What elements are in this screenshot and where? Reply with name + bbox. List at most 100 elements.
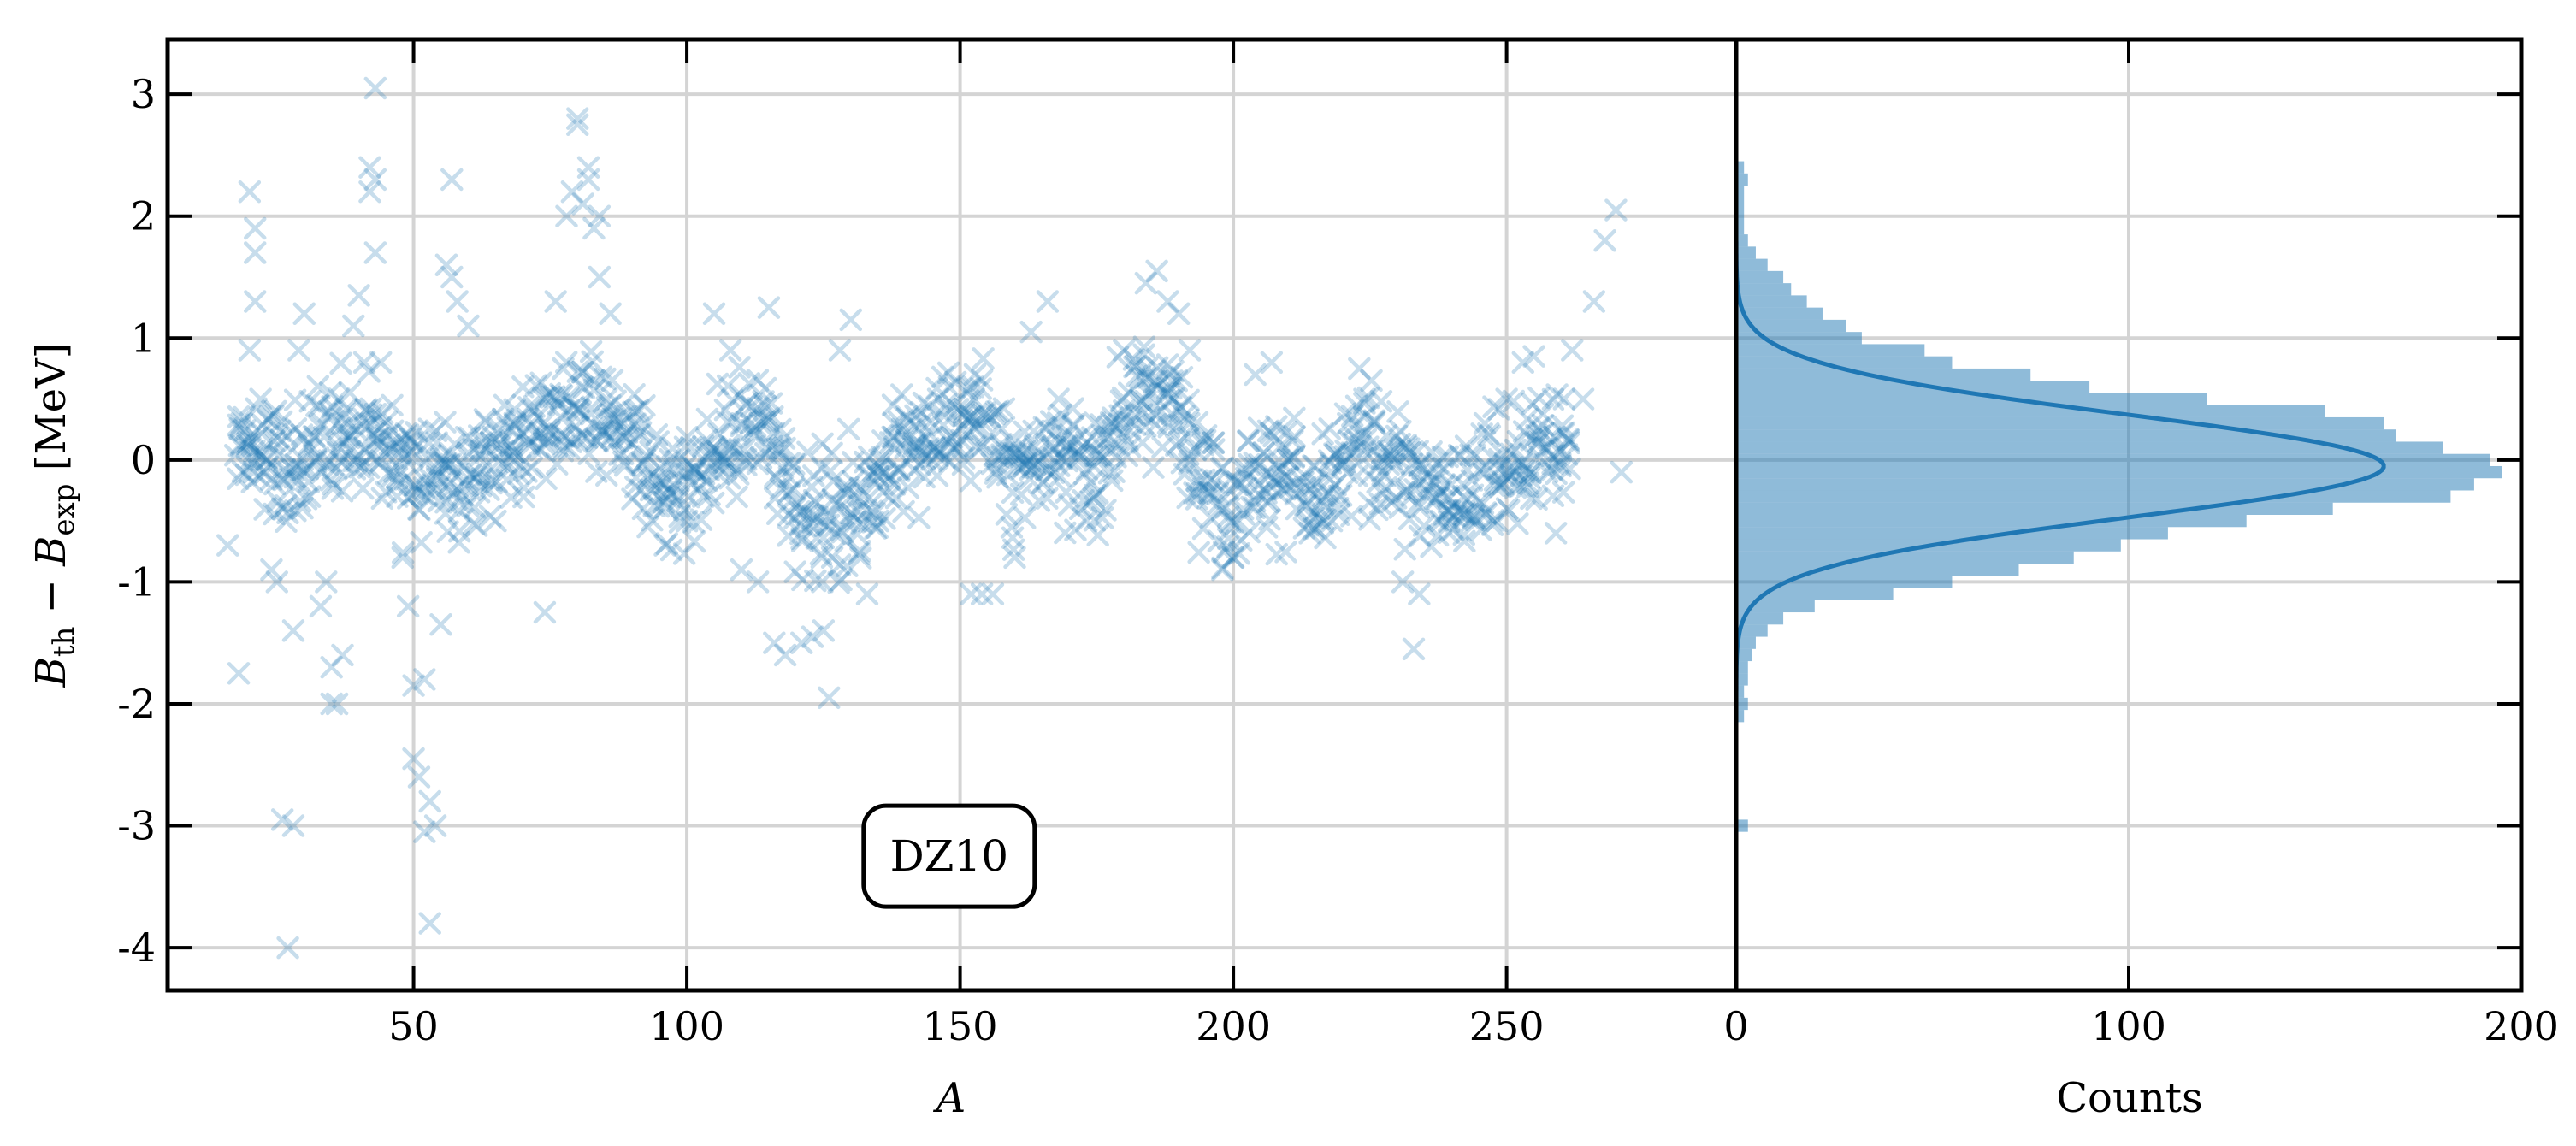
scatter-point: [1131, 390, 1154, 413]
scatter-point: [487, 417, 511, 440]
histogram-bar: [1736, 405, 2325, 417]
scatter-point: [1312, 507, 1335, 531]
scatter-point: [1349, 430, 1372, 454]
scatter-point: [952, 401, 976, 424]
scatter-point: [1170, 452, 1194, 475]
scatter-point: [440, 168, 464, 192]
scatter-point: [1427, 463, 1450, 486]
scatter-point: [387, 436, 411, 459]
scatter-point: [1384, 438, 1407, 461]
scatter-point: [492, 452, 515, 475]
scatter-point: [1142, 456, 1165, 479]
scatter-point: [1090, 424, 1114, 447]
scatter-point: [877, 468, 901, 491]
scatter-point: [1202, 438, 1226, 461]
scatter-point: [1366, 470, 1389, 494]
scatter-point: [648, 456, 671, 480]
scatter-point: [1431, 445, 1455, 469]
scatter-point: [812, 619, 836, 642]
scatter-point: [1310, 490, 1333, 513]
main-y-tick-label: 3: [131, 71, 156, 117]
scatter-point: [725, 458, 748, 481]
scatter-point: [1191, 428, 1214, 452]
scatter-point: [1079, 471, 1103, 494]
scatter-point: [335, 397, 358, 421]
scatter-point: [1273, 465, 1297, 488]
scatter-point: [866, 464, 889, 488]
scatter-point: [550, 384, 574, 408]
scatter-point: [667, 485, 691, 508]
scatter-point: [362, 422, 385, 446]
scatter-point: [789, 513, 812, 536]
scatter-point: [549, 422, 573, 446]
scatter-point: [447, 530, 470, 554]
scatter-point: [263, 399, 287, 423]
scatter-point: [1373, 464, 1396, 488]
scatter-point: [1173, 463, 1196, 486]
scatter-point: [275, 494, 298, 517]
scatter-point: [1274, 421, 1298, 444]
scatter-point: [1511, 351, 1535, 375]
scatter-point: [549, 382, 572, 406]
scatter-point: [1165, 434, 1188, 458]
scatter-point: [1510, 452, 1533, 476]
scatter-point: [1191, 433, 1215, 457]
scatter-point: [1545, 462, 1568, 486]
scatter-point: [834, 482, 858, 505]
scatter-point: [771, 456, 795, 479]
scatter-point: [672, 498, 696, 522]
scatter-point: [639, 440, 662, 464]
scatter-point: [537, 427, 560, 451]
scatter-point: [1471, 492, 1495, 515]
scatter-point: [1354, 428, 1378, 451]
scatter-point: [446, 456, 469, 480]
scatter-point: [760, 434, 783, 458]
scatter-point: [1398, 441, 1421, 464]
scatter-point: [974, 406, 997, 430]
scatter-point: [1525, 487, 1548, 511]
scatter-point: [1304, 517, 1328, 540]
histogram-bar: [1736, 685, 1745, 698]
scatter-point: [962, 387, 986, 411]
scatter-point: [1039, 410, 1063, 433]
scatter-point: [535, 430, 559, 453]
scatter-point: [1369, 389, 1393, 413]
y-label-b2: B: [27, 536, 75, 567]
scatter-point: [1462, 504, 1486, 528]
scatter-point: [836, 478, 860, 502]
scatter-point: [1394, 434, 1417, 457]
scatter-point: [1407, 495, 1431, 519]
scatter-point: [1119, 411, 1143, 434]
scatter-point: [482, 425, 505, 449]
scatter-point: [357, 456, 381, 479]
scatter-point: [270, 808, 294, 831]
scatter-point: [1552, 387, 1576, 411]
histogram-bar: [1736, 551, 2074, 564]
histogram-bar: [1736, 161, 1745, 174]
scatter-point: [1406, 491, 1429, 515]
scatter-point: [829, 518, 853, 542]
scatter-point: [1340, 441, 1364, 464]
scatter-point: [1019, 320, 1043, 344]
scatter-point: [408, 498, 431, 522]
scatter-point: [1090, 506, 1114, 529]
scatter-point: [433, 452, 457, 476]
scatter-point: [269, 419, 292, 443]
scatter-point: [717, 374, 740, 398]
scatter-point: [1128, 365, 1152, 388]
scatter-point: [230, 412, 253, 435]
scatter-point: [363, 168, 387, 192]
scatter-point: [1015, 448, 1039, 471]
scatter-point: [608, 443, 631, 466]
scatter-point: [1013, 452, 1037, 476]
scatter-point: [1000, 516, 1024, 539]
scatter-point: [492, 439, 516, 463]
histogram-bar: [1736, 381, 2090, 393]
scatter-point: [1418, 461, 1442, 484]
scatter-point: [712, 444, 735, 467]
histogram-bar: [1736, 564, 2019, 576]
scatter-point: [1013, 506, 1037, 529]
scatter-point: [984, 458, 1007, 481]
scatter-point: [1378, 442, 1402, 466]
scatter-point: [725, 485, 748, 509]
